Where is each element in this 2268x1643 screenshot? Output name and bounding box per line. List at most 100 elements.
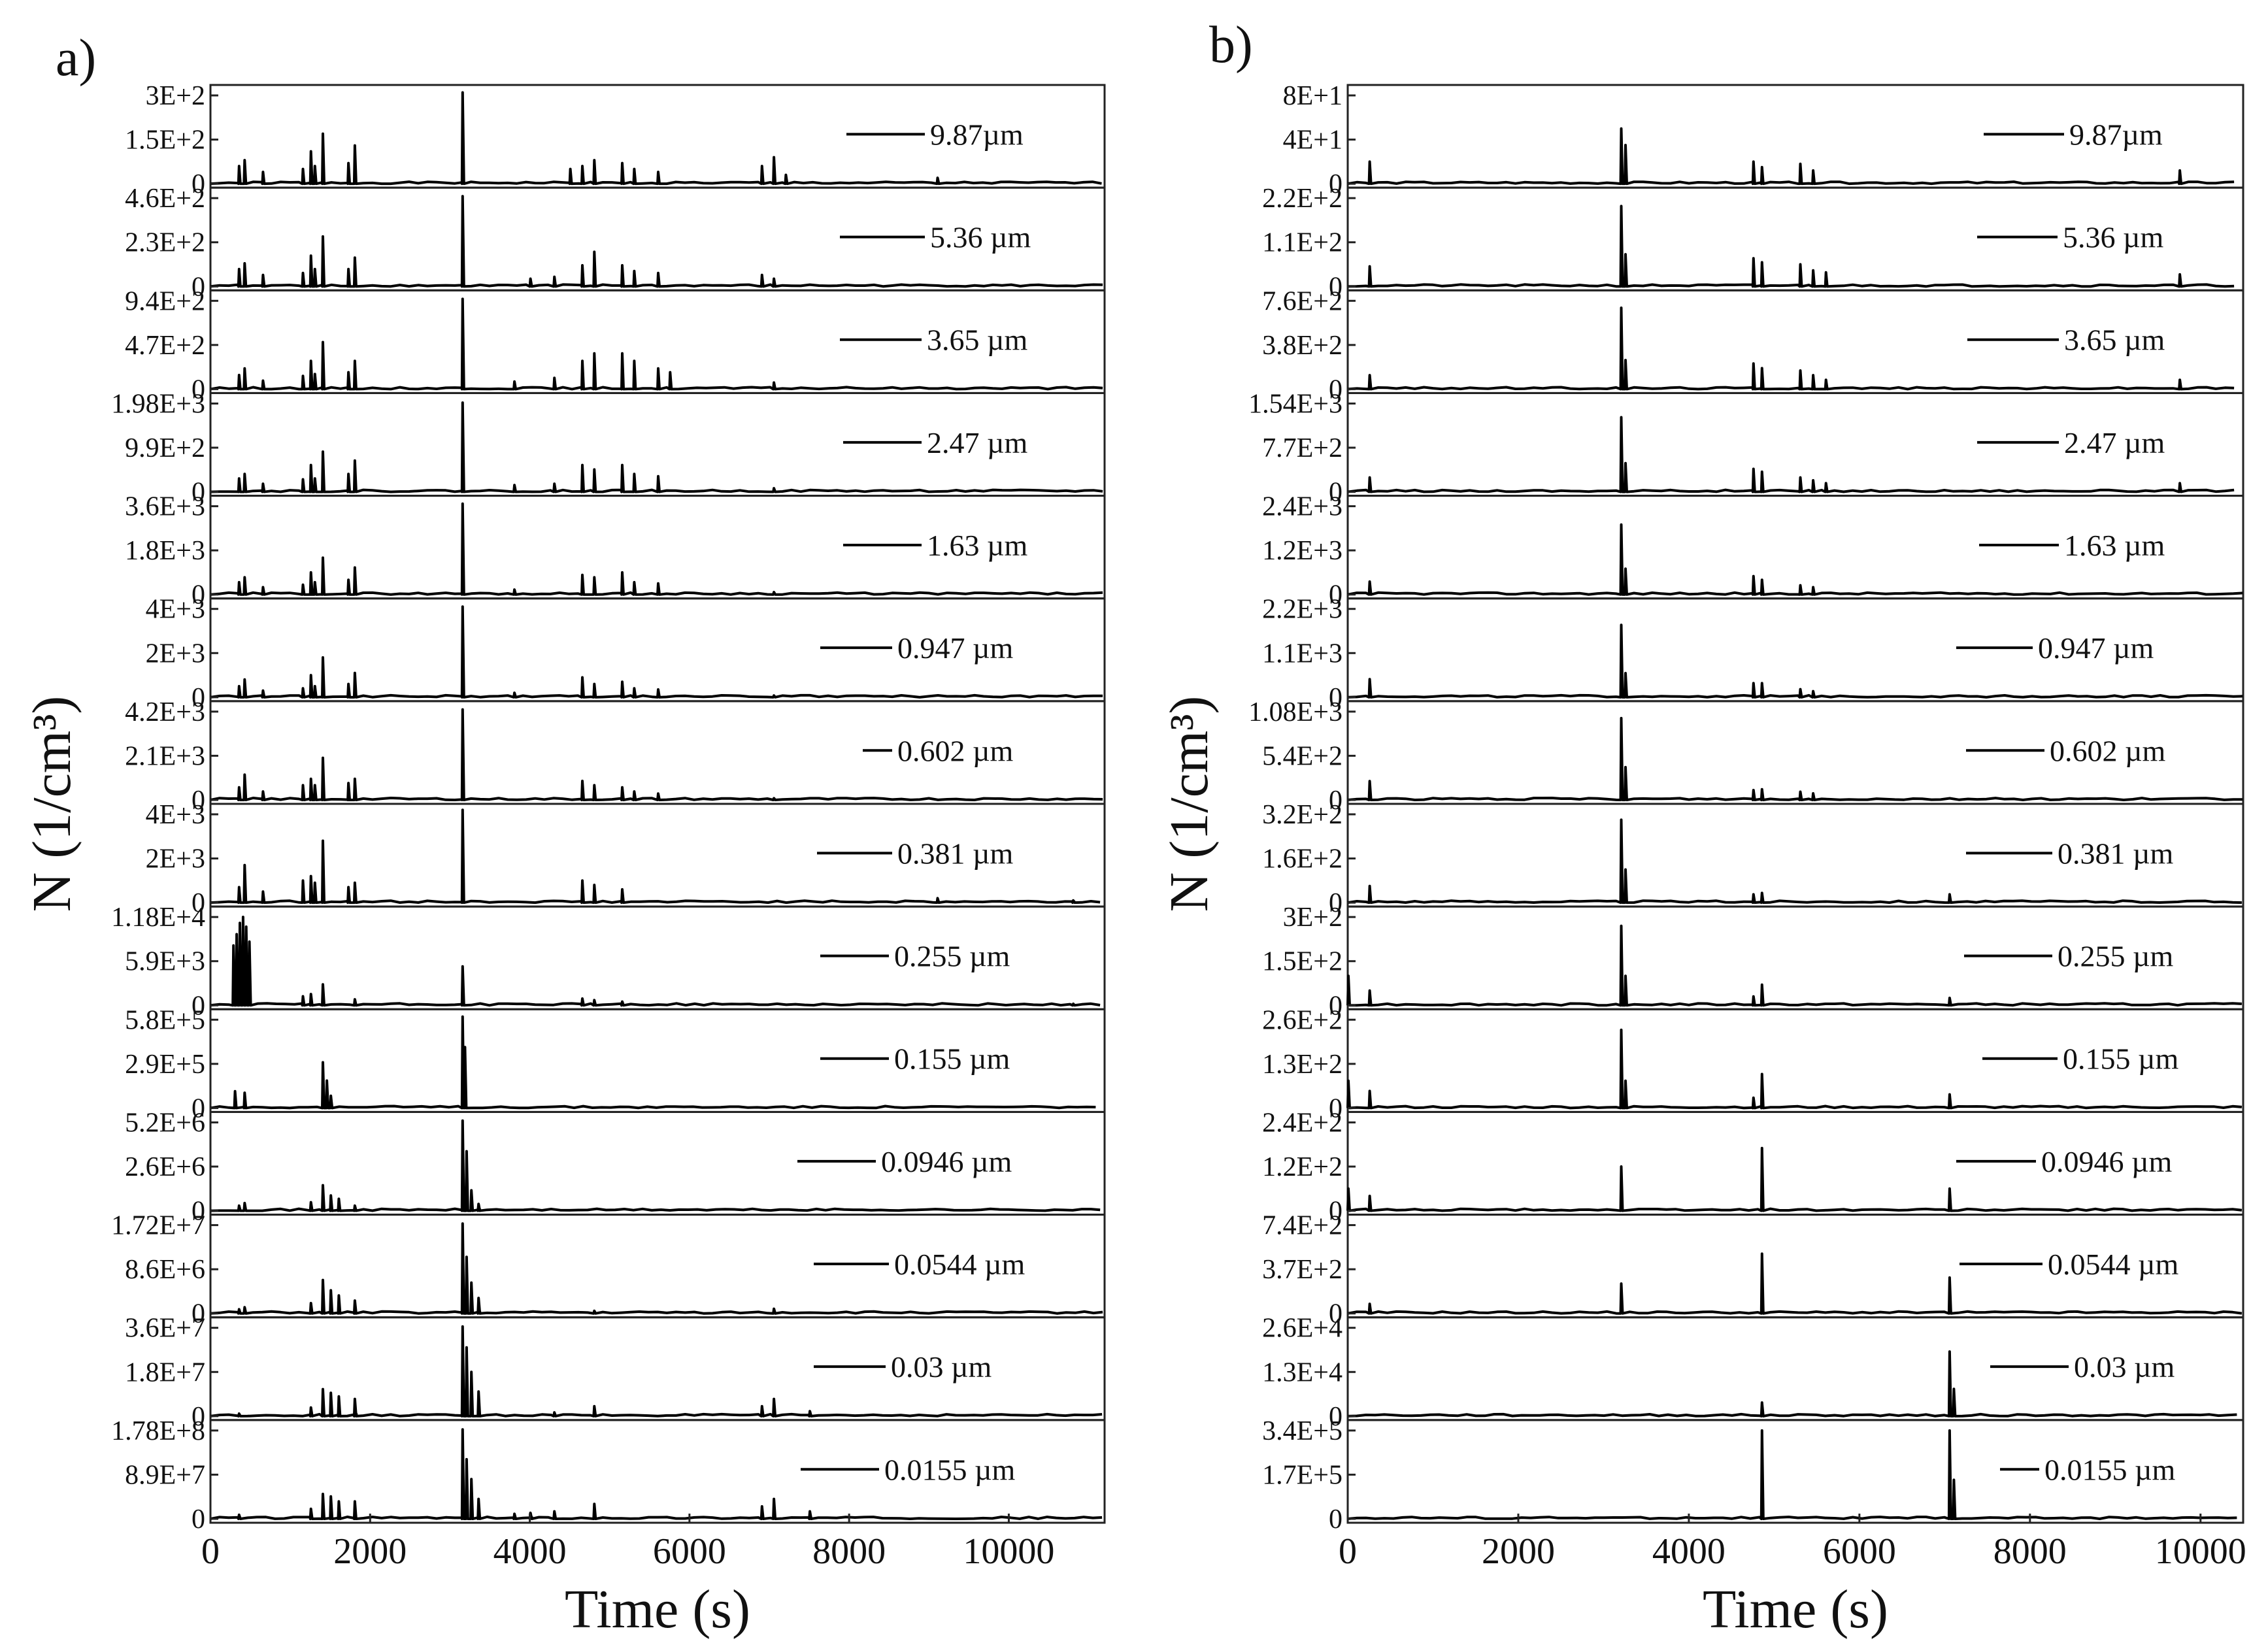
y-tick-label: 1.3E+2 xyxy=(1262,1050,1342,1080)
y-tick-label: 2E+3 xyxy=(146,639,205,669)
y-tick-label: 1.78E+8 xyxy=(111,1416,205,1446)
legend-entry: 0.381 µm xyxy=(2058,837,2174,870)
x-tick-label: 10000 xyxy=(2155,1531,2246,1572)
y-tick-label: 3.7E+2 xyxy=(1262,1255,1342,1285)
y-tick-label: 8E+1 xyxy=(1283,81,1342,111)
y-tick-label: 4.7E+2 xyxy=(125,331,205,361)
legend-entry: 9.87µm xyxy=(930,118,1024,151)
series-line xyxy=(1347,1350,2237,1418)
y-tick-label: 0 xyxy=(1329,991,1342,1021)
subplot-2: 7.6E+2 3.8E+2 0 3.65 µm xyxy=(1262,286,2244,405)
series-line xyxy=(210,297,1103,391)
subplot-6: 1.08E+3 5.4E+2 0 0.602 µm xyxy=(1248,697,2244,816)
y-tick-label: 8.6E+6 xyxy=(125,1255,205,1285)
legend-entry: 0.255 µm xyxy=(2058,940,2174,973)
series-line xyxy=(1347,1252,2243,1315)
y-tick-label: 1.72E+7 xyxy=(111,1211,205,1241)
series-line xyxy=(210,916,1101,1007)
subplot-frame xyxy=(209,1419,1106,1524)
subplot-7: 4E+3 2E+3 0 0.381 µm xyxy=(146,800,1106,918)
y-tick-label: 0 xyxy=(192,580,205,610)
y-tick-label: 4.2E+3 xyxy=(125,697,205,727)
x-tick-label: 4000 xyxy=(1652,1531,1726,1572)
y-tick-label: 2.3E+2 xyxy=(125,228,205,258)
subplot-frame xyxy=(1346,1419,2244,1524)
y-tick-label: 0 xyxy=(192,1402,205,1432)
series-line xyxy=(210,1222,1103,1315)
y-tick-label: 1.2E+3 xyxy=(1262,536,1342,566)
y-tick-label: 0 xyxy=(1329,888,1342,918)
y-tick-label: 2.4E+3 xyxy=(1262,492,1342,522)
legend-entry: 0.03 µm xyxy=(2074,1350,2175,1384)
subplot-3: 1.98E+3 9.9E+2 0 2.47 µm xyxy=(111,389,1106,508)
subplot-4: 2.4E+3 1.2E+3 0 1.63 µm xyxy=(1262,492,2244,610)
legend-entry: 5.36 µm xyxy=(2063,221,2164,254)
y-tick-label: 1.6E+2 xyxy=(1262,844,1342,874)
y-tick-label: 2.6E+6 xyxy=(125,1152,205,1182)
y-tick-label: 2.9E+5 xyxy=(125,1050,205,1080)
x-tick-label: 0 xyxy=(1339,1531,1357,1572)
y-tick-label: 2.4E+2 xyxy=(1262,1108,1342,1138)
series-line xyxy=(1346,1146,2243,1212)
legend-entry: 3.65 µm xyxy=(927,324,1028,357)
legend-entry: 0.0544 µm xyxy=(894,1248,1026,1281)
subplot-12: 3.6E+7 1.8E+7 0 0.03 µm xyxy=(125,1314,1106,1432)
y-tick-label: 1.7E+5 xyxy=(1262,1460,1342,1490)
series-line xyxy=(210,708,1103,801)
legend-entry: 1.63 µm xyxy=(927,529,1028,562)
subplot-0: 3E+2 1.5E+2 0 9.87µm xyxy=(125,81,1106,199)
y-axis-label: N (1/cm³) xyxy=(22,696,82,912)
y-tick-label: 4E+1 xyxy=(1283,125,1342,156)
x-axis-label: Time (s) xyxy=(565,1579,750,1640)
series-line xyxy=(210,808,1101,904)
y-tick-label: 0 xyxy=(1329,580,1342,610)
legend-entry: 0.255 µm xyxy=(894,940,1010,973)
subplot-1: 2.2E+2 1.1E+2 0 5.36 µm xyxy=(1262,184,2244,302)
legend-entry: 0.0946 µm xyxy=(2041,1145,2173,1178)
x-axis-label: Time (s) xyxy=(1703,1579,1888,1640)
series-line xyxy=(210,1428,1103,1520)
y-tick-label: 7.6E+2 xyxy=(1262,286,1342,316)
x-tick-label: 8000 xyxy=(812,1531,886,1572)
subplot-10: 2.4E+2 1.2E+2 0 0.0946 µm xyxy=(1262,1108,2244,1227)
series-line xyxy=(210,1015,1096,1110)
y-tick-label: 1.08E+3 xyxy=(1248,697,1342,727)
legend-entry: 0.155 µm xyxy=(2063,1042,2179,1076)
y-tick-label: 2.2E+3 xyxy=(1262,595,1342,625)
subplot-6: 4.2E+3 2.1E+3 0 0.602 µm xyxy=(125,697,1106,816)
y-tick-label: 1.5E+2 xyxy=(1262,947,1342,977)
series-line xyxy=(210,1325,1103,1418)
legend-entry: 5.36 µm xyxy=(930,221,1031,254)
legend-entry: 2.47 µm xyxy=(927,426,1028,459)
subplot-1: 4.6E+2 2.3E+2 0 5.36 µm xyxy=(125,184,1106,302)
series-line xyxy=(1347,523,2243,596)
y-tick-label: 3E+2 xyxy=(1283,903,1342,933)
series-line xyxy=(210,502,1103,596)
y-tick-label: 0 xyxy=(1329,1197,1342,1227)
y-tick-label: 3.4E+5 xyxy=(1262,1416,1342,1446)
series-line xyxy=(1347,623,2243,699)
y-tick-label: 2.6E+4 xyxy=(1262,1314,1342,1344)
subplot-2: 9.4E+2 4.7E+2 0 3.65 µm xyxy=(125,286,1106,405)
legend-entry: 0.03 µm xyxy=(891,1350,992,1384)
y-tick-label: 1.3E+4 xyxy=(1262,1357,1342,1387)
y-tick-label: 2E+3 xyxy=(146,844,205,874)
subplot-11: 7.4E+2 3.7E+2 0 0.0544 µm xyxy=(1262,1211,2244,1329)
y-tick-label: 0 xyxy=(1329,1402,1342,1432)
series-line xyxy=(1347,127,2235,186)
legend-entry: 0.602 µm xyxy=(897,734,1014,767)
y-tick-label: 5.4E+2 xyxy=(1262,741,1342,771)
y-tick-label: 0 xyxy=(1329,1299,1342,1329)
legend-entry: 0.602 µm xyxy=(2050,734,2166,767)
subplot-12: 2.6E+4 1.3E+4 0 0.03 µm xyxy=(1262,1314,2244,1432)
subplot-11: 1.72E+7 8.6E+6 0 0.0544 µm xyxy=(111,1211,1106,1329)
y-tick-label: 0 xyxy=(192,991,205,1021)
legend-entry: 0.947 µm xyxy=(2038,631,2154,665)
y-tick-label: 1.2E+2 xyxy=(1262,1152,1342,1182)
legend-entry: 0.0544 µm xyxy=(2048,1248,2179,1281)
series-line xyxy=(1347,307,2235,391)
subplot-13: 1.78E+8 8.9E+7 0 0.0155 µm xyxy=(111,1416,1106,1535)
series-line xyxy=(1347,716,2243,801)
y-tick-label: 0 xyxy=(192,272,205,302)
